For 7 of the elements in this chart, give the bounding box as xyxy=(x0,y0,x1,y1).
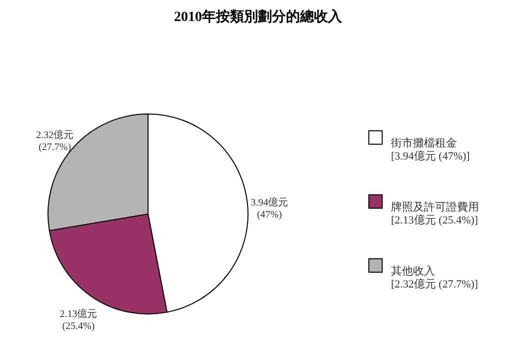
legend-label: 牌照及許可證費用 [2.13億元 (25.4%)] xyxy=(391,200,479,226)
legend-label: 其他收入 [2.32億元 (27.7%)] xyxy=(391,264,478,290)
legend-label: 街市攤檔租金 [3.94億元 (47%)] xyxy=(391,136,470,162)
data-label: 2.32億元 (27.7%) xyxy=(36,129,74,154)
chart-title: 2010年按類別劃分的總收入 xyxy=(174,9,343,25)
data-label: 3.94億元 (47%) xyxy=(250,196,288,220)
data-label: 2.13億元 (25.4%) xyxy=(60,308,98,332)
